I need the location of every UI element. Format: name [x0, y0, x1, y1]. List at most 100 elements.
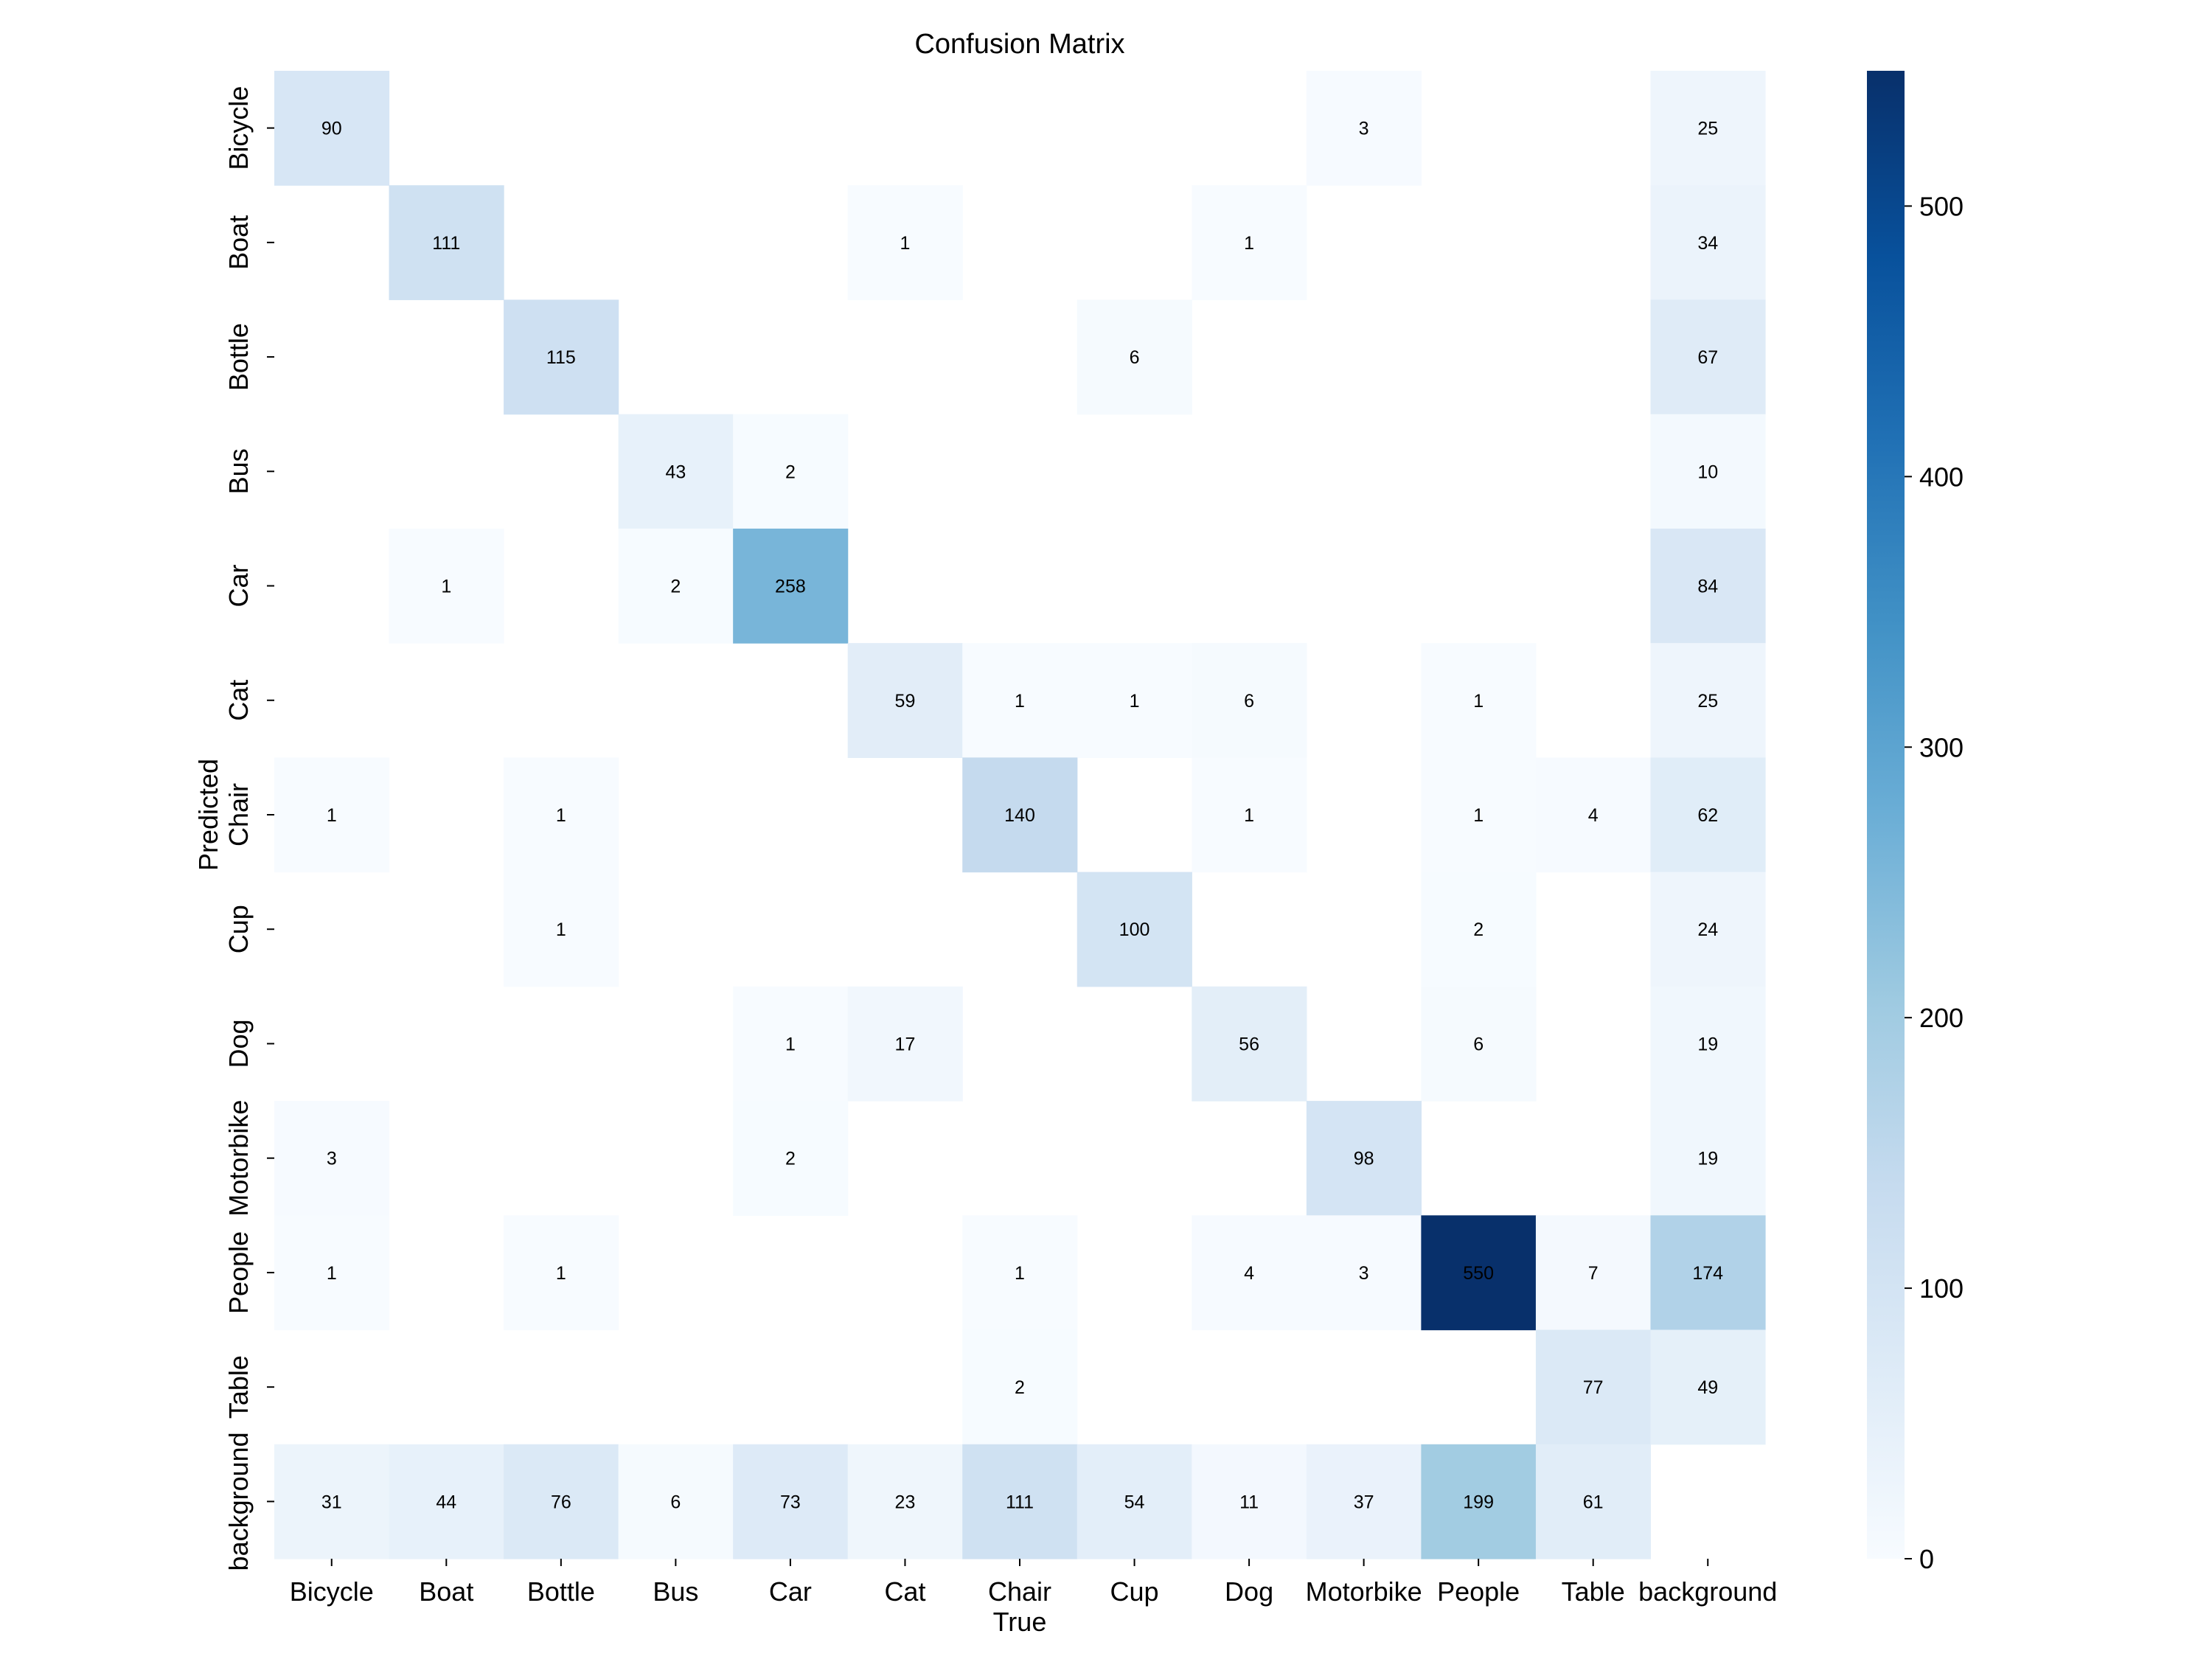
cell-value-label: 23 — [895, 1492, 916, 1512]
heatmap-cell — [504, 1215, 619, 1331]
heatmap-cell — [274, 757, 390, 873]
cell-value-label: 1 — [1244, 805, 1254, 826]
y-tick-label: Bottle — [223, 323, 254, 391]
heatmap-cell — [274, 71, 390, 186]
heatmap-cell — [1306, 1215, 1422, 1331]
heatmap-cell — [1077, 643, 1192, 758]
y-tick-label: Cup — [223, 905, 254, 953]
x-tick-label: background — [1638, 1576, 1777, 1607]
heatmap-cell — [1077, 1444, 1192, 1559]
cell-value-label: 25 — [1697, 119, 1718, 139]
heatmap-cell — [618, 528, 734, 644]
cell-value-label: 19 — [1697, 1149, 1718, 1169]
y-tick-label: Motorbike — [223, 1100, 254, 1217]
cell-value-label: 25 — [1697, 691, 1718, 712]
heatmap-cell — [1077, 872, 1192, 987]
heatmap-cell — [504, 872, 619, 987]
cell-value-label: 7 — [1588, 1263, 1599, 1284]
heatmap-cell — [1650, 414, 1766, 529]
heatmap-cell — [618, 1444, 734, 1559]
cell-value-label: 1 — [900, 233, 911, 254]
heatmap-cell — [274, 1215, 390, 1331]
cell-value-label: 1 — [1244, 233, 1254, 254]
cell-value-label: 17 — [895, 1034, 916, 1054]
cell-value-label: 6 — [670, 1492, 681, 1512]
cell-value-label: 1 — [1015, 691, 1025, 712]
y-tick-label: People — [223, 1231, 254, 1314]
heatmap-cell — [733, 1444, 849, 1559]
x-axis: Bicycle Boat Bottle Bus Car Cat Chair Cup Dog Mot… — [290, 1559, 1777, 1607]
heatmap-cell — [847, 1444, 963, 1559]
cell-value-label: 2 — [785, 1149, 796, 1169]
heatmap-cell — [1421, 1444, 1537, 1559]
colorbar-tick-label: 400 — [1919, 462, 1964, 492]
cell-value-label: 3 — [1359, 1263, 1369, 1284]
cell-value-label: 1 — [556, 919, 566, 940]
cell-value-label: 84 — [1697, 577, 1718, 597]
x-tick-label: Car — [769, 1576, 812, 1607]
heatmap-cell — [1306, 1101, 1422, 1216]
cell-value-label: 1 — [785, 1034, 796, 1054]
heatmap-cell — [733, 528, 849, 644]
cell-value-label: 100 — [1119, 919, 1150, 940]
y-tick-label: background — [223, 1432, 254, 1571]
cell-value-label: 77 — [1583, 1377, 1604, 1398]
cell-value-label: 10 — [1697, 462, 1718, 482]
cell-value-label: 24 — [1697, 919, 1718, 940]
x-tick-label: Bottle — [527, 1576, 595, 1607]
heatmap-cell — [847, 643, 963, 758]
cell-value-label: 73 — [780, 1492, 801, 1512]
heatmap-cell — [389, 1444, 504, 1559]
cell-value-label: 31 — [321, 1492, 342, 1512]
heatmap-cell — [1650, 185, 1766, 301]
heatmap-cell — [1192, 757, 1307, 873]
cell-value-label: 550 — [1463, 1263, 1494, 1284]
heatmap-cell — [1421, 986, 1537, 1102]
cell-value-label: 1 — [1473, 805, 1484, 826]
colorbar-tick-label: 100 — [1919, 1273, 1964, 1304]
heatmap-cell — [1650, 872, 1766, 987]
heatmap-cell — [962, 1329, 1078, 1445]
heatmap-cell — [1192, 1444, 1307, 1559]
heatmap-cell — [1650, 643, 1766, 758]
y-axis: Bicycle Boat Bottle Bus Car Cat Chair Cup Dog Mot… — [223, 86, 274, 1571]
cell-value-label: 111 — [432, 233, 460, 254]
cell-value-label: 3 — [1359, 119, 1369, 139]
x-tick-label: Cat — [884, 1576, 925, 1607]
heatmap-cell — [1650, 757, 1766, 873]
heatmap-cell — [1192, 1215, 1307, 1331]
heatmap-cell — [1192, 185, 1307, 301]
heatmap-cell — [1535, 1444, 1652, 1559]
cell-value-label: 37 — [1354, 1492, 1374, 1512]
cell-value-label: 61 — [1583, 1492, 1604, 1512]
cell-value-label: 76 — [551, 1492, 571, 1512]
heatmap-cells — [274, 71, 1766, 1559]
heatmap-cell — [1421, 757, 1537, 873]
cell-value-label: 90 — [321, 119, 342, 139]
chart-title: Confusion Matrix — [914, 29, 1124, 60]
heatmap-cell — [1535, 1329, 1652, 1445]
cell-value-label: 1 — [1473, 691, 1484, 712]
heatmap-cell — [504, 299, 619, 415]
heatmap-cell — [274, 1444, 390, 1559]
heatmap-cell — [389, 528, 504, 644]
cell-value-label: 1 — [327, 1263, 337, 1284]
cell-value-label: 19 — [1697, 1034, 1718, 1054]
heatmap-cell — [618, 414, 734, 529]
x-tick-label: People — [1437, 1576, 1520, 1607]
heatmap-cell — [733, 1101, 849, 1216]
cell-value-label: 6 — [1244, 691, 1254, 712]
cell-value-label: 1 — [1130, 691, 1140, 712]
cell-value-label: 111 — [1006, 1492, 1034, 1512]
heatmap-cell — [1077, 299, 1192, 415]
cell-value-label: 115 — [546, 347, 576, 368]
x-tick-label: Chair — [988, 1576, 1051, 1607]
cell-value-label: 140 — [1004, 805, 1035, 826]
x-tick-label: Bicycle — [290, 1576, 374, 1607]
colorbar-tick-label: 500 — [1919, 191, 1964, 221]
colorbar: 0 100 200 300 400 500 — [1867, 71, 1964, 1574]
heatmap-cell — [962, 757, 1078, 873]
cell-value-label: 4 — [1588, 805, 1599, 826]
